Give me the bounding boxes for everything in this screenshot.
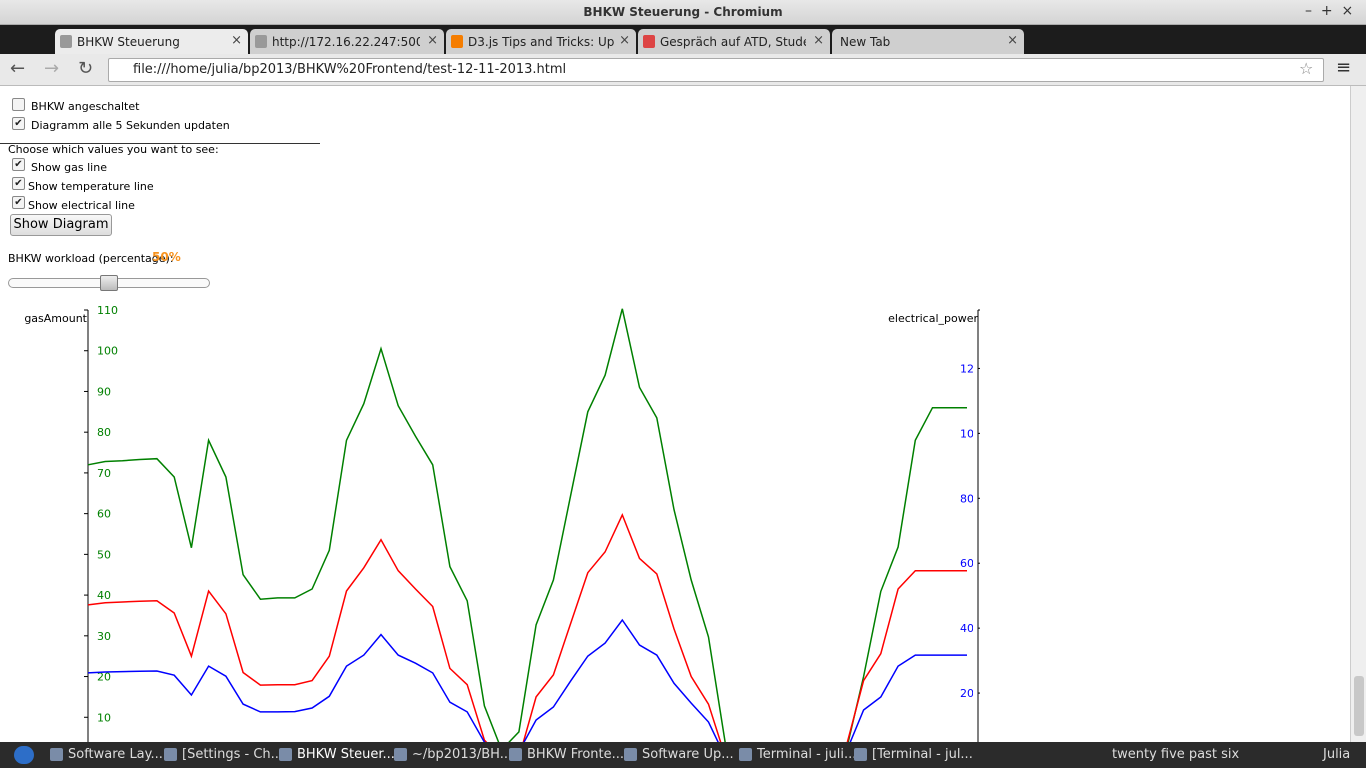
tab-title: New Tab — [840, 35, 891, 49]
task-item[interactable]: BHKW Fronte... — [509, 747, 624, 762]
y2-tick-label: 100 — [960, 427, 980, 440]
y-tick-label: 90 — [97, 385, 111, 398]
tab-title: http://172.16.22.247:5000 — [272, 35, 420, 49]
y2-tick-label: 20 — [960, 687, 974, 700]
chart: gasAmount electrical_power 10 20 30 40 50 60 70 8… — [24, 304, 980, 742]
task-item[interactable]: [Settings - Ch... — [164, 747, 283, 762]
tab-title: BHKW Steuerung — [77, 35, 180, 49]
y-tick-label: 70 — [97, 467, 111, 480]
y-tick-label: 20 — [97, 671, 111, 684]
separator — [0, 143, 320, 144]
slider-thumb[interactable] — [100, 275, 118, 291]
task-item[interactable]: BHKW Steuer... — [279, 747, 395, 762]
y2-tick-label: 40 — [960, 622, 974, 635]
checkbox[interactable]: ✔ — [12, 196, 25, 209]
tab-strip: BHKW Steuerung × http://172.16.22.247:500… — [0, 25, 1366, 54]
tab[interactable]: D3.js Tips and Tricks: Upda × — [446, 29, 636, 54]
checkbox-label: BHKW angeschaltet — [31, 100, 140, 113]
y2-tick-label: 60 — [960, 557, 974, 570]
address-bar[interactable]: file:///home/julia/bp2013/BHKW%20Fronten… — [108, 58, 1324, 82]
reload-button[interactable]: ↻ — [78, 58, 94, 79]
user-name: Julia — [1323, 747, 1351, 762]
window-controls[interactable]: – + × — [1305, 3, 1354, 19]
page-content: BHKW angeschaltet ✔ Diagramm alle 5 Seku… — [0, 86, 1350, 742]
scrollbar[interactable] — [1350, 86, 1366, 742]
task-item[interactable]: [Terminal - jul... — [854, 747, 973, 762]
tab[interactable]: Gespräch auf ATD, Student× — [638, 29, 830, 54]
bookmark-star[interactable]: ☆ — [1299, 59, 1314, 78]
back-button[interactable]: ← — [10, 58, 26, 79]
checkbox-label: Show gas line — [31, 161, 107, 174]
data-line — [87, 618, 967, 742]
task-item[interactable]: Terminal - juli... — [739, 747, 856, 762]
y-tick-label: 110 — [97, 304, 118, 317]
y-tick-label: 30 — [97, 630, 111, 643]
tab-title: D3.js Tips and Tricks: Upda — [468, 35, 614, 49]
checkbox[interactable]: ✔ — [12, 158, 25, 171]
checkbox[interactable]: ✔ — [12, 117, 25, 130]
y-tick-label: 40 — [97, 589, 111, 602]
forward-button[interactable]: → — [44, 58, 60, 79]
y-tick-label: 10 — [97, 711, 111, 724]
tab[interactable]: BHKW Steuerung × — [55, 29, 248, 54]
y-tick-label: 50 — [97, 548, 111, 561]
y2-tick-label: 80 — [960, 492, 974, 505]
y2-tick-label: 120 — [960, 362, 980, 375]
data-line — [87, 308, 967, 742]
checkbox-label: Diagramm alle 5 Sekunden updaten — [31, 119, 230, 132]
window-title: BHKW Steuerung - Chromium — [583, 5, 783, 19]
checkbox-label: Show temperature line — [28, 180, 154, 193]
data-line — [87, 513, 967, 742]
task-item[interactable]: Software Up... — [624, 747, 734, 762]
task-item[interactable]: ~/bp2013/BH... — [394, 747, 512, 762]
y-tick-label: 80 — [97, 426, 111, 439]
tab-title: Gespräch auf ATD, Student — [660, 35, 806, 49]
start-button[interactable] — [14, 746, 34, 764]
y-tick-label: 100 — [97, 345, 118, 358]
y-axis-label: gasAmount — [24, 312, 87, 325]
slider-value: 50% — [152, 250, 181, 264]
checkbox[interactable] — [12, 98, 25, 111]
slider-label: BHKW workload (percentage): — [8, 252, 174, 265]
section-label: Choose which values you want to see: — [8, 143, 219, 156]
title-bar: BHKW Steuerung - Chromium – + × — [0, 0, 1366, 25]
taskbar: Software Lay... [Settings - Ch... BHKW Ste… — [0, 742, 1366, 768]
checkbox[interactable]: ✔ — [12, 177, 25, 190]
tab[interactable]: http://172.16.22.247:5000 × — [250, 29, 444, 54]
button[interactable]: Show Diagram — [10, 214, 112, 236]
url: file:///home/julia/bp2013/BHKW%20Fronten… — [133, 62, 567, 77]
tab[interactable]: New Tab × — [832, 29, 1024, 54]
clock: twenty five past six — [1112, 747, 1240, 762]
checkbox-label: Show electrical line — [28, 199, 135, 212]
y2-axis-label: electrical_power — [888, 312, 978, 325]
task-item[interactable]: Software Lay... — [50, 747, 163, 762]
menu-button[interactable]: ≡ — [1336, 57, 1352, 78]
y-tick-label: 60 — [97, 508, 111, 521]
